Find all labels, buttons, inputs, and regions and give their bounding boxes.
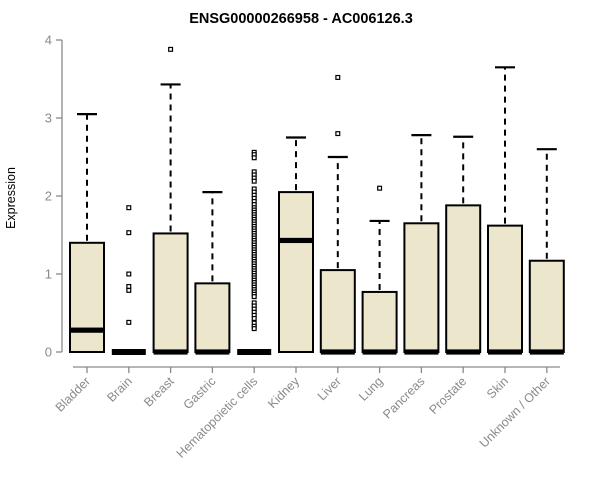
x-tick-label: Hematopoietic cells xyxy=(174,374,261,461)
y-tick-label: 3 xyxy=(45,111,52,126)
median-line xyxy=(488,349,522,355)
median-line xyxy=(70,327,104,333)
outlier-point xyxy=(126,287,132,293)
box-series xyxy=(69,46,565,355)
box-rect xyxy=(319,269,356,354)
outlier-point xyxy=(251,294,257,300)
median-line xyxy=(404,349,439,355)
box-unknown-other xyxy=(528,148,565,355)
y-tick-label: 1 xyxy=(45,267,52,282)
box-rect xyxy=(528,259,565,353)
x-tick-label: Liver xyxy=(315,374,344,403)
outlier-point xyxy=(335,74,341,80)
box-rect xyxy=(361,290,398,354)
x-tick-label: Skin xyxy=(484,374,511,401)
x-tick-label: Lung xyxy=(356,374,386,404)
outlier-point xyxy=(126,271,132,277)
x-tick-label: Prostate xyxy=(426,374,469,417)
median-line xyxy=(279,237,313,244)
box-rect xyxy=(152,232,189,353)
y-tick-label: 0 xyxy=(45,345,52,360)
x-tick-label: Gastric xyxy=(181,374,219,412)
box-liver xyxy=(319,74,356,355)
outlier-point xyxy=(126,319,132,325)
box-kidney xyxy=(278,136,314,353)
median-line xyxy=(446,349,481,355)
outlier-point xyxy=(168,46,174,52)
box-pancreas xyxy=(403,134,440,355)
outlier-point xyxy=(251,178,257,184)
box-skin xyxy=(487,66,523,355)
box-gastric xyxy=(194,191,231,355)
outlier-point xyxy=(126,230,132,236)
box-brain xyxy=(111,205,146,355)
outlier-point xyxy=(126,283,132,289)
x-tick-label: Unknown / Other xyxy=(477,374,553,450)
y-tick-label: 2 xyxy=(45,189,52,204)
x-tick-label: Brain xyxy=(104,374,135,405)
box-rect xyxy=(194,282,231,353)
median-line xyxy=(237,349,272,355)
box-bladder xyxy=(69,112,105,353)
median-line xyxy=(362,349,397,355)
box-hematopoietic-cells xyxy=(237,149,272,355)
chart-title: ENSG00000266958 - AC006126.3 xyxy=(189,11,413,27)
median-line xyxy=(320,349,355,355)
outlier-point xyxy=(251,326,257,332)
median-line xyxy=(195,349,230,355)
y-axis: 0 1 2 3 4 xyxy=(45,33,63,360)
x-tick-label: Breast xyxy=(141,374,177,410)
x-tick-label: Kidney xyxy=(265,374,302,411)
median-line xyxy=(111,349,146,355)
box-lung xyxy=(361,185,398,355)
y-tick-label: 4 xyxy=(45,33,52,48)
outlier-point xyxy=(377,185,383,191)
box-prostate xyxy=(445,135,482,355)
outlier-point xyxy=(126,205,132,211)
x-tick-label: Pancreas xyxy=(380,374,427,421)
box-rect xyxy=(445,204,482,353)
box-breast xyxy=(152,46,189,355)
box-rect xyxy=(487,224,523,353)
x-tick-label: Bladder xyxy=(53,374,93,414)
outlier-point xyxy=(335,131,341,137)
box-rect xyxy=(69,241,105,353)
y-axis-label: Expression xyxy=(4,167,18,229)
median-line xyxy=(153,349,188,355)
median-line xyxy=(529,349,564,355)
box-rect xyxy=(403,222,440,353)
outlier-point xyxy=(251,315,257,321)
outlier-point xyxy=(251,155,257,161)
box-rect xyxy=(278,191,314,353)
